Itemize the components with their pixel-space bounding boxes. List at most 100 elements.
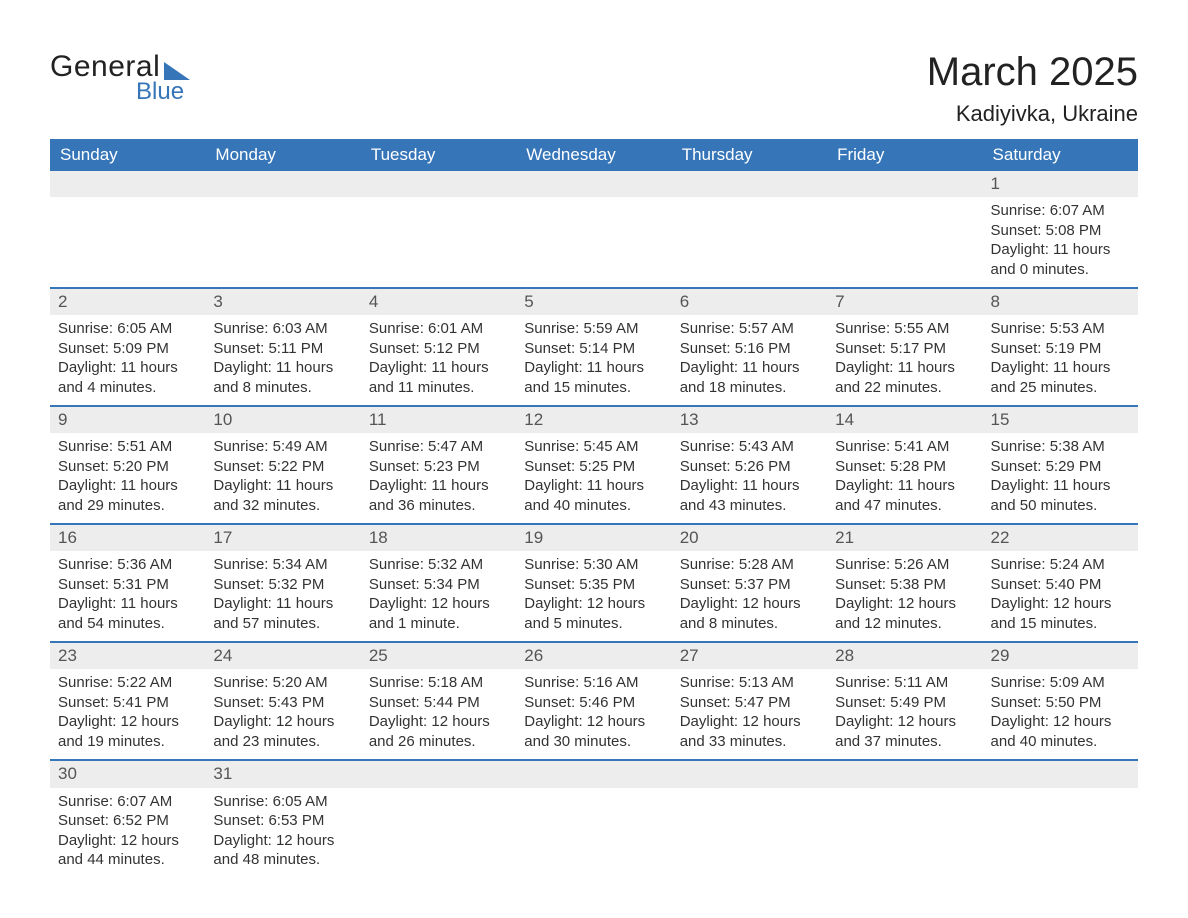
day-info-cell: Sunrise: 5:45 AMSunset: 5:25 PMDaylight:… [516, 433, 671, 524]
sunrise-text: Sunrise: 5:09 AM [991, 673, 1130, 693]
sunrise-text: Sunrise: 5:59 AM [524, 319, 663, 339]
day-number-cell: 14 [827, 406, 982, 433]
day-number-cell: 2 [50, 288, 205, 315]
day-info-cell [516, 197, 671, 288]
day-info-cell: Sunrise: 6:05 AMSunset: 5:09 PMDaylight:… [50, 315, 205, 406]
daylight-text-2: and 26 minutes. [369, 732, 508, 752]
day-number-cell [361, 171, 516, 197]
daylight-text-2: and 57 minutes. [213, 614, 352, 634]
sunrise-text: Sunrise: 5:30 AM [524, 555, 663, 575]
day-info-cell [361, 788, 516, 878]
day-number-cell: 7 [827, 288, 982, 315]
dayinfo-row: Sunrise: 6:07 AMSunset: 5:08 PMDaylight:… [50, 197, 1138, 288]
sunset-text: Sunset: 5:16 PM [680, 339, 819, 359]
sunset-text: Sunset: 5:08 PM [991, 221, 1130, 241]
daynum-row: 2345678 [50, 288, 1138, 315]
weekday-header-row: Sunday Monday Tuesday Wednesday Thursday… [50, 139, 1138, 171]
daylight-text-1: Daylight: 11 hours [58, 358, 197, 378]
day-number-cell: 6 [672, 288, 827, 315]
day-info-cell [827, 788, 982, 878]
sunset-text: Sunset: 5:32 PM [213, 575, 352, 595]
sunset-text: Sunset: 5:23 PM [369, 457, 508, 477]
daylight-text-1: Daylight: 11 hours [835, 358, 974, 378]
day-info-cell [827, 197, 982, 288]
daylight-text-2: and 1 minute. [369, 614, 508, 634]
daylight-text-2: and 33 minutes. [680, 732, 819, 752]
day-info-cell: Sunrise: 5:13 AMSunset: 5:47 PMDaylight:… [672, 669, 827, 760]
day-info-cell: Sunrise: 5:18 AMSunset: 5:44 PMDaylight:… [361, 669, 516, 760]
daylight-text-2: and 50 minutes. [991, 496, 1130, 516]
daylight-text-1: Daylight: 12 hours [58, 831, 197, 851]
sunset-text: Sunset: 5:35 PM [524, 575, 663, 595]
daynum-row: 16171819202122 [50, 524, 1138, 551]
daylight-text-1: Daylight: 12 hours [369, 594, 508, 614]
daylight-text-2: and 48 minutes. [213, 850, 352, 870]
daylight-text-2: and 25 minutes. [991, 378, 1130, 398]
daylight-text-2: and 44 minutes. [58, 850, 197, 870]
daylight-text-2: and 15 minutes. [991, 614, 1130, 634]
daylight-text-1: Daylight: 12 hours [991, 712, 1130, 732]
sunrise-text: Sunrise: 5:41 AM [835, 437, 974, 457]
sunrise-text: Sunrise: 5:49 AM [213, 437, 352, 457]
page-title: March 2025 [927, 50, 1138, 95]
day-info-cell: Sunrise: 5:32 AMSunset: 5:34 PMDaylight:… [361, 551, 516, 642]
daylight-text-1: Daylight: 11 hours [213, 476, 352, 496]
sunset-text: Sunset: 5:37 PM [680, 575, 819, 595]
day-number-cell: 19 [516, 524, 671, 551]
day-number-cell: 22 [983, 524, 1138, 551]
day-info-cell: Sunrise: 5:55 AMSunset: 5:17 PMDaylight:… [827, 315, 982, 406]
daylight-text-2: and 5 minutes. [524, 614, 663, 634]
sunrise-text: Sunrise: 6:01 AM [369, 319, 508, 339]
dayinfo-row: Sunrise: 5:51 AMSunset: 5:20 PMDaylight:… [50, 433, 1138, 524]
sunset-text: Sunset: 5:41 PM [58, 693, 197, 713]
daylight-text-1: Daylight: 12 hours [369, 712, 508, 732]
day-info-cell: Sunrise: 5:53 AMSunset: 5:19 PMDaylight:… [983, 315, 1138, 406]
daylight-text-1: Daylight: 11 hours [991, 358, 1130, 378]
day-info-cell: Sunrise: 5:47 AMSunset: 5:23 PMDaylight:… [361, 433, 516, 524]
day-number-cell [361, 760, 516, 787]
sunrise-text: Sunrise: 5:51 AM [58, 437, 197, 457]
day-info-cell [50, 197, 205, 288]
day-number-cell [672, 171, 827, 197]
day-info-cell: Sunrise: 5:09 AMSunset: 5:50 PMDaylight:… [983, 669, 1138, 760]
weekday-header: Saturday [983, 139, 1138, 171]
daynum-row: 3031 [50, 760, 1138, 787]
daylight-text-2: and 36 minutes. [369, 496, 508, 516]
day-info-cell: Sunrise: 5:51 AMSunset: 5:20 PMDaylight:… [50, 433, 205, 524]
day-number-cell: 8 [983, 288, 1138, 315]
sunrise-text: Sunrise: 5:36 AM [58, 555, 197, 575]
day-info-cell: Sunrise: 6:07 AMSunset: 5:08 PMDaylight:… [983, 197, 1138, 288]
sunrise-text: Sunrise: 5:28 AM [680, 555, 819, 575]
daylight-text-2: and 47 minutes. [835, 496, 974, 516]
day-number-cell: 17 [205, 524, 360, 551]
daylight-text-1: Daylight: 11 hours [991, 476, 1130, 496]
daylight-text-1: Daylight: 11 hours [213, 594, 352, 614]
day-number-cell [827, 760, 982, 787]
daylight-text-2: and 8 minutes. [213, 378, 352, 398]
daylight-text-2: and 30 minutes. [524, 732, 663, 752]
day-number-cell: 27 [672, 642, 827, 669]
daylight-text-2: and 11 minutes. [369, 378, 508, 398]
daylight-text-1: Daylight: 12 hours [835, 594, 974, 614]
daylight-text-1: Daylight: 12 hours [524, 594, 663, 614]
day-info-cell: Sunrise: 5:22 AMSunset: 5:41 PMDaylight:… [50, 669, 205, 760]
day-number-cell: 12 [516, 406, 671, 433]
sunset-text: Sunset: 5:49 PM [835, 693, 974, 713]
day-info-cell: Sunrise: 5:36 AMSunset: 5:31 PMDaylight:… [50, 551, 205, 642]
sunset-text: Sunset: 5:44 PM [369, 693, 508, 713]
day-number-cell: 15 [983, 406, 1138, 433]
sunrise-text: Sunrise: 5:53 AM [991, 319, 1130, 339]
daylight-text-2: and 22 minutes. [835, 378, 974, 398]
daylight-text-1: Daylight: 11 hours [524, 358, 663, 378]
day-number-cell: 9 [50, 406, 205, 433]
daynum-row: 9101112131415 [50, 406, 1138, 433]
day-number-cell: 4 [361, 288, 516, 315]
day-info-cell: Sunrise: 5:11 AMSunset: 5:49 PMDaylight:… [827, 669, 982, 760]
sunrise-text: Sunrise: 5:34 AM [213, 555, 352, 575]
day-info-cell: Sunrise: 5:41 AMSunset: 5:28 PMDaylight:… [827, 433, 982, 524]
sunset-text: Sunset: 5:31 PM [58, 575, 197, 595]
sunset-text: Sunset: 5:09 PM [58, 339, 197, 359]
daylight-text-1: Daylight: 11 hours [835, 476, 974, 496]
day-number-cell: 3 [205, 288, 360, 315]
location-label: Kadiyivka, Ukraine [927, 101, 1138, 127]
